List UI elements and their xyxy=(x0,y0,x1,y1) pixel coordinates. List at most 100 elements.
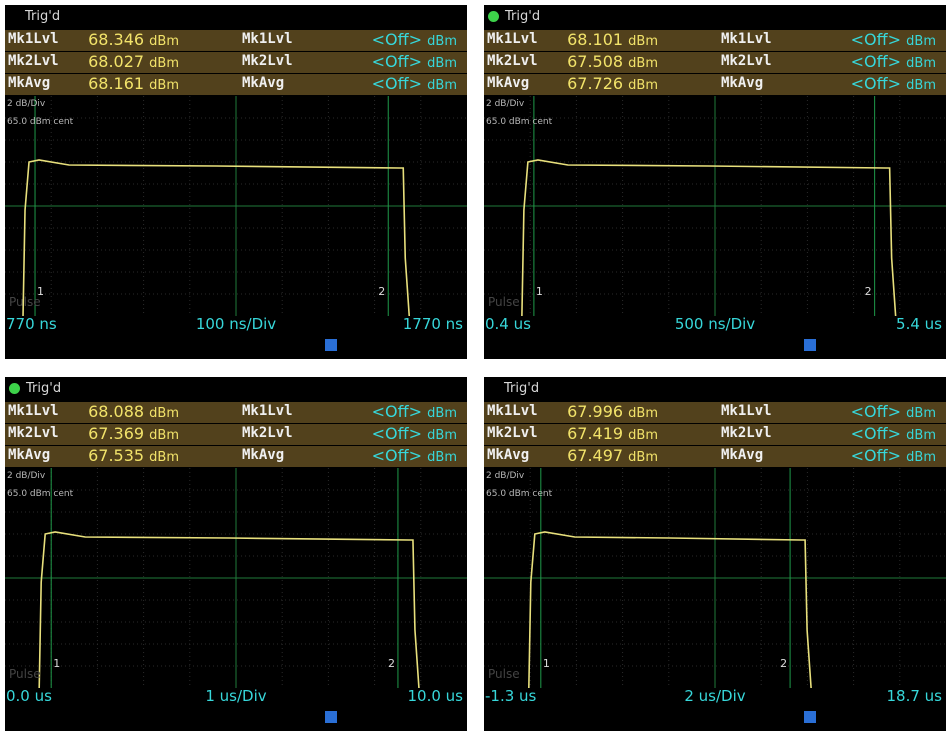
mk1-value: 68.346 dBm xyxy=(88,30,179,49)
avg-off-value: <Off> dBm xyxy=(850,446,936,465)
mk1-label: Mk1Lvl xyxy=(8,31,59,47)
mk2-label-b: Mk2Lvl xyxy=(721,425,772,441)
readout-row-avg: MkAvg 68.161 dBm MkAvg <Off> dBm xyxy=(5,74,467,95)
avg-value: 67.726 dBm xyxy=(567,74,658,93)
trig-status: Trig'd xyxy=(25,9,61,24)
avg-label-b: MkAvg xyxy=(721,75,764,91)
scale-center: 65.0 dBm cent xyxy=(486,489,553,499)
readout-row-mk2: Mk2Lvl 68.027 dBm Mk2Lvl <Off> dBm xyxy=(5,52,467,73)
status-bar: Trig'd xyxy=(484,5,946,29)
readout-row-avg: MkAvg 67.726 dBm MkAvg <Off> dBm xyxy=(484,74,946,95)
mk2-value: 68.027 dBm xyxy=(88,52,179,71)
marker-1-label: 1 xyxy=(53,657,61,670)
network-icon xyxy=(804,711,816,723)
mk2-label-b: Mk2Lvl xyxy=(721,53,772,69)
status-bar: Trig'd xyxy=(484,377,946,401)
mk1-label-b: Mk1Lvl xyxy=(721,403,772,419)
network-icon xyxy=(325,711,337,723)
mk1-label: Mk1Lvl xyxy=(8,403,59,419)
status-bar: Trig'd xyxy=(5,5,467,29)
pulse-trace xyxy=(22,159,411,316)
x-start-label: 0.4 us xyxy=(485,315,531,333)
scope-panel-3: Trig'd Mk1Lvl 68.088 dBm Mk1Lvl <Off> dB… xyxy=(5,377,467,731)
mk2-value: 67.508 dBm xyxy=(567,52,658,71)
pulse-trace xyxy=(521,159,897,316)
marker-2-label: 2 xyxy=(780,657,788,670)
plot-area xyxy=(484,96,946,316)
network-icon xyxy=(804,339,816,351)
mk1-label-b: Mk1Lvl xyxy=(242,403,293,419)
mk1-label: Mk1Lvl xyxy=(487,31,538,47)
mk1-value: 67.996 dBm xyxy=(567,402,658,421)
mk2-off-value: <Off> dBm xyxy=(371,52,457,71)
mk1-off-value: <Off> dBm xyxy=(850,402,936,421)
x-div-label: 1 us/Div xyxy=(205,687,267,705)
pulse-label: Pulse xyxy=(9,295,41,309)
mk1-off-value: <Off> dBm xyxy=(371,30,457,49)
trig-status: Trig'd xyxy=(505,9,541,24)
marker-1-label: 1 xyxy=(535,285,543,298)
pulse-trace xyxy=(38,531,420,688)
x-start-label: -1.3 us xyxy=(485,687,537,705)
marker-2-label: 2 xyxy=(864,285,872,298)
mk1-label-b: Mk1Lvl xyxy=(242,31,293,47)
mk2-off-value: <Off> dBm xyxy=(371,424,457,443)
pulse-label: Pulse xyxy=(9,667,41,681)
mk1-label-b: Mk1Lvl xyxy=(721,31,772,47)
x-end-label: 10.0 us xyxy=(407,687,464,705)
readout-row-mk2: Mk2Lvl 67.508 dBm Mk2Lvl <Off> dBm xyxy=(484,52,946,73)
marker-1-label: 1 xyxy=(37,285,45,298)
trig-led-icon xyxy=(9,383,20,394)
marker-readout: Mk1Lvl 67.996 dBm Mk1Lvl <Off> dBm Mk2Lv… xyxy=(484,402,946,468)
plot-area xyxy=(484,468,946,688)
mk2-label-b: Mk2Lvl xyxy=(242,425,293,441)
x-div-label: 2 us/Div xyxy=(684,687,746,705)
avg-label: MkAvg xyxy=(8,75,51,91)
scale-per-div: 2 dB/Div xyxy=(486,471,525,481)
scale-per-div: 2 dB/Div xyxy=(486,99,525,109)
avg-label: MkAvg xyxy=(487,447,530,463)
x-end-label: 1770 ns xyxy=(402,315,463,333)
mk2-value: 67.419 dBm xyxy=(567,424,658,443)
avg-label-b: MkAvg xyxy=(242,447,285,463)
avg-label: MkAvg xyxy=(487,75,530,91)
avg-off-value: <Off> dBm xyxy=(371,446,457,465)
marker-2-label: 2 xyxy=(378,285,386,298)
network-icon xyxy=(325,339,337,351)
marker-2-label: 2 xyxy=(387,657,395,670)
plot-area xyxy=(5,96,467,316)
pulse-label: Pulse xyxy=(488,295,520,309)
avg-label: MkAvg xyxy=(8,447,51,463)
scope-panel-2: Trig'd Mk1Lvl 68.101 dBm Mk1Lvl <Off> dB… xyxy=(484,5,946,359)
readout-row-mk1: Mk1Lvl 67.996 dBm Mk1Lvl <Off> dBm xyxy=(484,402,946,423)
pulse-trace xyxy=(528,531,812,688)
readout-row-mk1: Mk1Lvl 68.101 dBm Mk1Lvl <Off> dBm xyxy=(484,30,946,51)
x-div-label: 100 ns/Div xyxy=(195,315,277,333)
marker-readout: Mk1Lvl 68.101 dBm Mk1Lvl <Off> dBm Mk2Lv… xyxy=(484,30,946,96)
scale-center: 65.0 dBm cent xyxy=(7,117,74,127)
avg-label-b: MkAvg xyxy=(242,75,285,91)
x-end-label: 18.7 us xyxy=(886,687,943,705)
mk1-value: 68.101 dBm xyxy=(567,30,658,49)
readout-row-avg: MkAvg 67.497 dBm MkAvg <Off> dBm xyxy=(484,446,946,467)
scope-panel-4: Trig'd Mk1Lvl 67.996 dBm Mk1Lvl <Off> dB… xyxy=(484,377,946,731)
mk1-value: 68.088 dBm xyxy=(88,402,179,421)
mk1-off-value: <Off> dBm xyxy=(850,30,936,49)
scale-center: 65.0 dBm cent xyxy=(486,117,553,127)
avg-label-b: MkAvg xyxy=(721,447,764,463)
plot-area xyxy=(5,468,467,688)
mk1-off-value: <Off> dBm xyxy=(371,402,457,421)
avg-off-value: <Off> dBm xyxy=(371,74,457,93)
scale-per-div: 2 dB/Div xyxy=(7,99,46,109)
mk2-label: Mk2Lvl xyxy=(487,425,538,441)
scale-per-div: 2 dB/Div xyxy=(7,471,46,481)
avg-off-value: <Off> dBm xyxy=(850,74,936,93)
mk2-label-b: Mk2Lvl xyxy=(242,53,293,69)
mk2-label: Mk2Lvl xyxy=(8,53,59,69)
marker-1-label: 1 xyxy=(542,657,550,670)
mk2-off-value: <Off> dBm xyxy=(850,424,936,443)
trig-status: Trig'd xyxy=(504,381,540,396)
mk2-off-value: <Off> dBm xyxy=(850,52,936,71)
x-end-label: 5.4 us xyxy=(896,315,942,333)
scale-center: 65.0 dBm cent xyxy=(7,489,74,499)
